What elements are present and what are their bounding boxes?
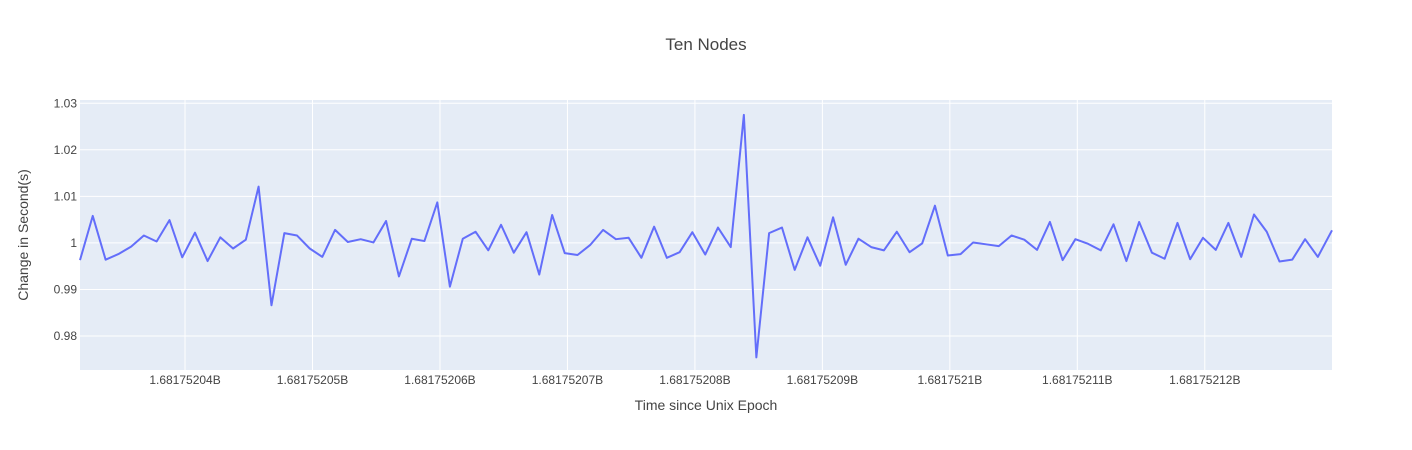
y-tick-label: 0.99 [54, 282, 78, 296]
x-axis-ticks: 1.68175204B 1.68175205B 1.68175206B 1.68175… [149, 373, 1240, 387]
y-axis-ticks: 0.98 0.99 1 1.01 1.02 1.03 [54, 96, 78, 343]
x-tick-label: 1.68175207B [532, 373, 603, 387]
y-tick-label: 1.03 [54, 96, 78, 110]
x-axis-title: Time since Unix Epoch [635, 397, 778, 413]
x-tick-label: 1.68175211B [1042, 373, 1113, 387]
x-tick-label: 1.68175204B [149, 373, 220, 387]
x-tick-label: 1.68175205B [277, 373, 348, 387]
series-layer [79, 113, 1333, 359]
x-tick-label: 1.68175208B [659, 373, 730, 387]
y-tick-label: 1.01 [54, 189, 78, 203]
x-tick-label: 1.68175209B [787, 373, 858, 387]
x-tick-label: 1.68175212B [1169, 373, 1240, 387]
y-tick-label: 1.02 [54, 143, 78, 157]
gridlines [80, 100, 1332, 370]
y-tick-label: 1 [70, 236, 77, 250]
series-line [79, 113, 1333, 359]
chart-title: Ten Nodes [665, 35, 746, 54]
x-tick-label: 1.68175206B [404, 373, 475, 387]
x-tick-label: 1.6817521B [917, 373, 982, 387]
y-axis-title: Change in Second(s) [15, 169, 31, 301]
plot-area [80, 100, 1332, 370]
y-tick-label: 0.98 [54, 329, 78, 343]
